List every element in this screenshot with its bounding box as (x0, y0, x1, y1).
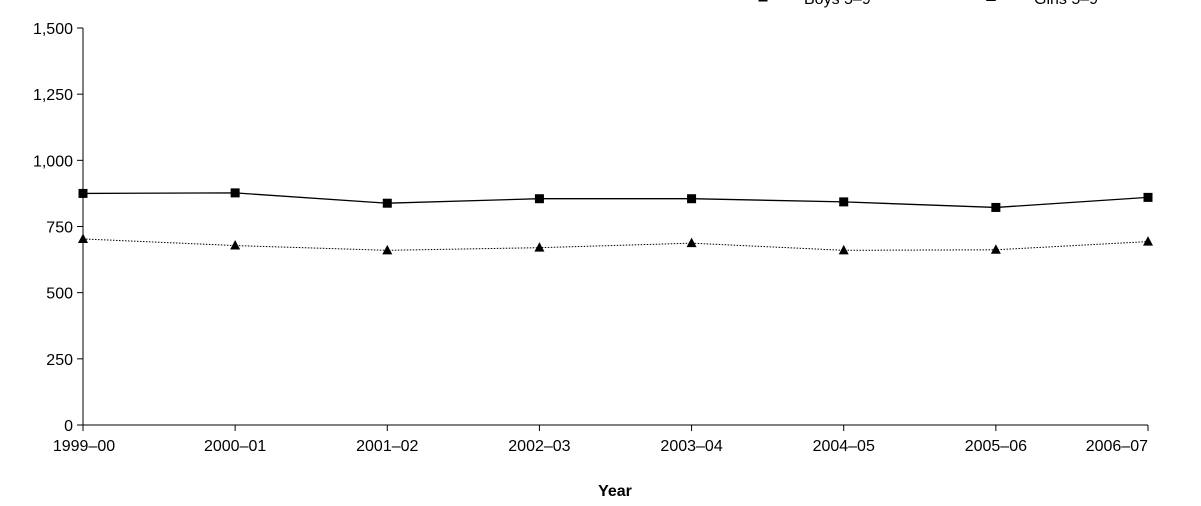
x-tick-label: 1999–00 (53, 438, 115, 455)
y-tick-label: 750 (46, 220, 73, 237)
series-line (82, 238, 1149, 251)
data-point (1143, 192, 1153, 202)
y-tick-label: 1,500 (33, 21, 73, 38)
y-tick-label: 250 (46, 352, 73, 369)
data-point (78, 188, 88, 198)
x-axis-title: Year (598, 483, 632, 500)
series-layer (78, 188, 1153, 255)
data-point (838, 244, 849, 255)
data-point (382, 198, 392, 208)
y-tick-label: 0 (64, 418, 73, 435)
legend-item: Girls 5–9 (986, 0, 1098, 8)
x-tick-label: 2005–06 (965, 438, 1027, 455)
y-axis: 0 250 500 750 1,000 1,250 1,500 (33, 21, 84, 435)
y-tick-label: 1,250 (33, 87, 73, 104)
legend-marker (758, 0, 768, 2)
x-tick-label: 2003–04 (660, 438, 722, 455)
series-girls (78, 233, 1153, 255)
data-point (686, 237, 697, 248)
x-tick-label: 2006–07 (1086, 438, 1148, 455)
series-line (82, 192, 1149, 209)
data-point (534, 194, 544, 204)
data-point (382, 244, 393, 255)
y-tick-label: 1,000 (33, 153, 73, 170)
data-point (687, 194, 697, 204)
x-tick-label: 2000–01 (204, 438, 266, 455)
x-tick-label: 2002–03 (508, 438, 570, 455)
y-tick-label: 500 (46, 286, 73, 303)
data-point (991, 202, 1001, 212)
legend-label: Boys 5–9 (804, 0, 871, 8)
data-point (230, 240, 241, 250)
legend-item: Boys 5–9 (758, 0, 871, 8)
x-axis: 1999–00 2000–01 2001–02 2002–03 2003–04 2004–… (53, 424, 1149, 455)
legend: Boys 5–9 Girls 5–9 (758, 0, 1098, 8)
legend-marker (986, 0, 996, 1)
data-point (1143, 236, 1153, 246)
legend-label: Girls 5–9 (1034, 0, 1098, 8)
data-point (990, 244, 1001, 254)
data-point (78, 233, 88, 243)
series-boys (78, 188, 1153, 212)
x-tick-label: 2004–05 (813, 438, 875, 455)
data-point (839, 197, 849, 207)
x-tick-label: 2001–02 (356, 438, 418, 455)
data-point (534, 242, 545, 252)
data-point (230, 188, 240, 198)
